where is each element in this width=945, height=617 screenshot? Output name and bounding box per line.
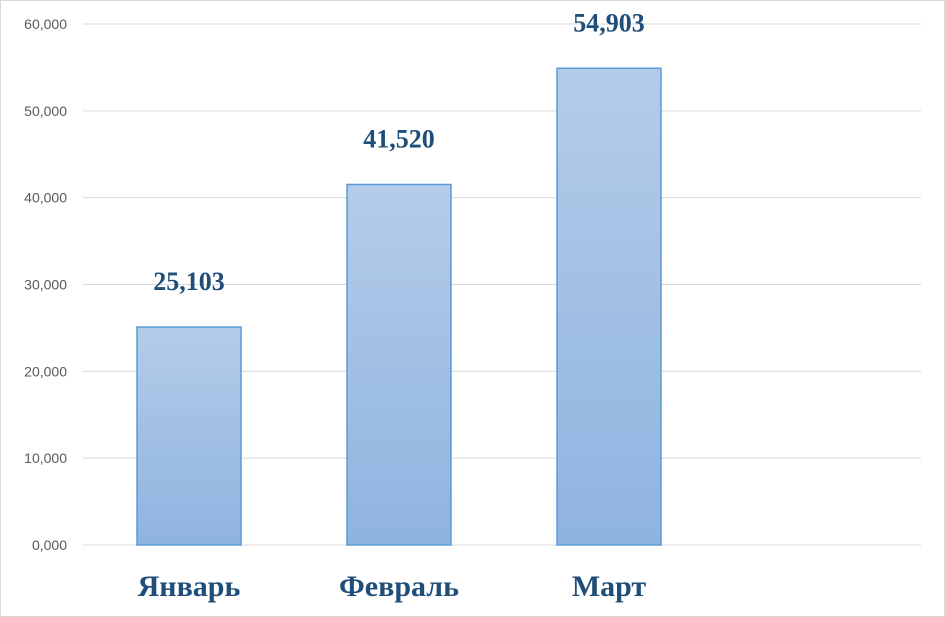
category-label: Январь <box>138 570 241 603</box>
bar <box>556 67 662 546</box>
y-tick-label: 10,000 <box>24 450 67 466</box>
bar <box>136 326 242 546</box>
y-tick-label: 0,000 <box>32 537 67 553</box>
data-label: 41,520 <box>363 124 435 153</box>
bar <box>346 183 452 546</box>
category-label: Февраль <box>339 570 459 603</box>
y-tick-label: 60,000 <box>24 16 67 32</box>
y-tick-label: 20,000 <box>24 363 67 379</box>
x-axis-category-labels: Январь Февраль Март <box>138 570 647 603</box>
y-axis-tick-labels: 0,000 10,000 20,000 30,000 40,000 50,000 60,00… <box>24 16 67 553</box>
y-tick-label: 50,000 <box>24 103 67 119</box>
data-label: 25,103 <box>153 267 225 296</box>
category-label: Март <box>572 570 647 603</box>
bars <box>136 67 662 546</box>
y-tick-label: 40,000 <box>24 190 67 206</box>
y-tick-label: 30,000 <box>24 277 67 293</box>
data-label: 54,903 <box>573 8 645 37</box>
data-labels: 25,103 41,520 54,903 <box>153 8 645 296</box>
